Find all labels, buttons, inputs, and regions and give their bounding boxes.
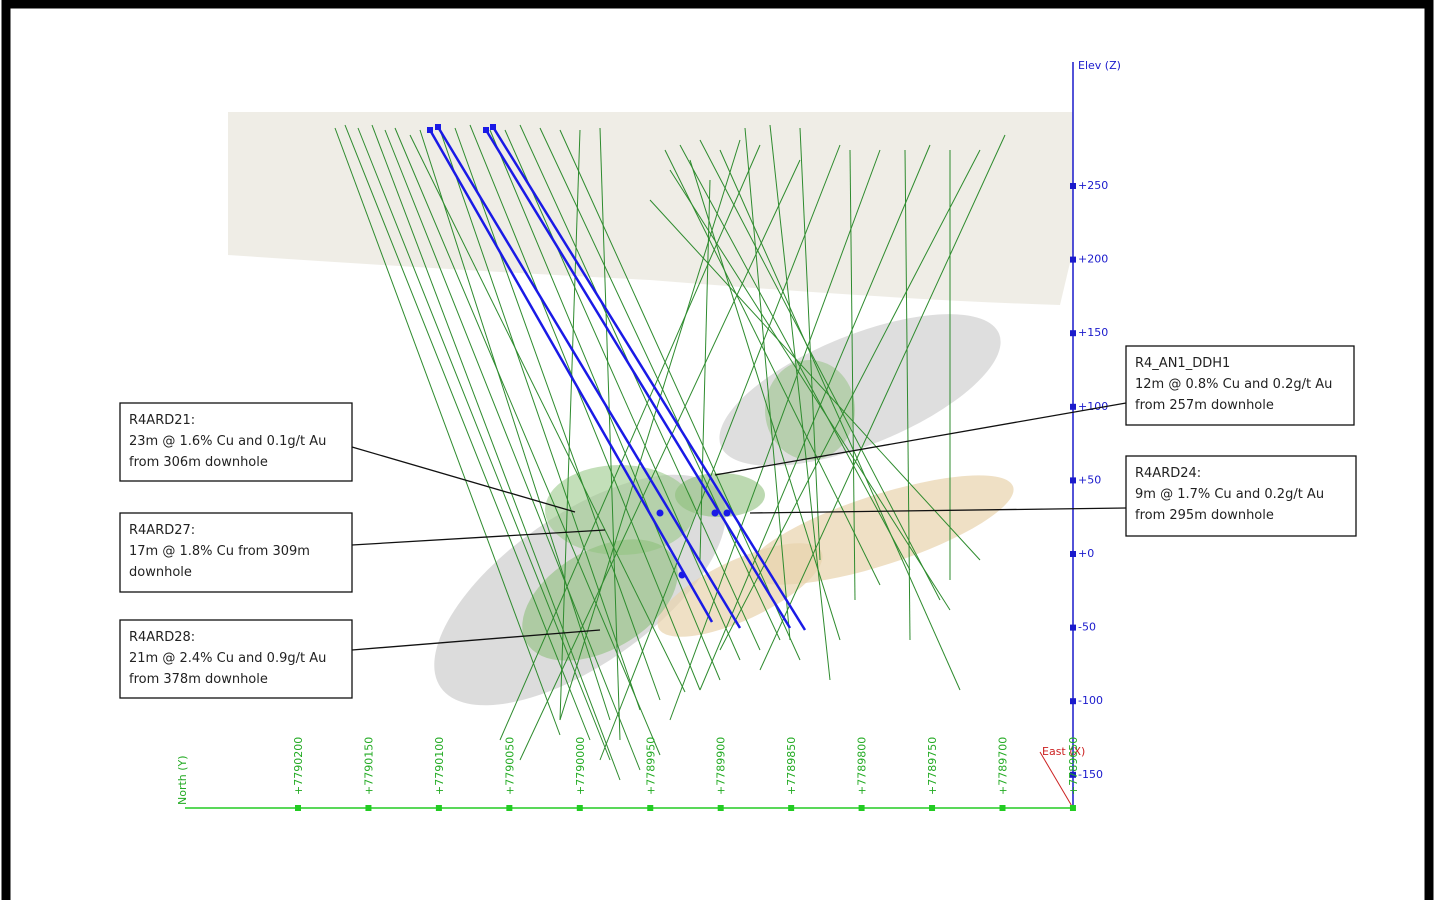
collar (435, 124, 441, 130)
y-tick (577, 805, 583, 811)
callout-line: from 378m downhole (129, 672, 268, 687)
callout-title: R4ARD21: (129, 413, 195, 428)
y-tick (788, 805, 794, 811)
drillhole-section: Elev (Z) North (Y) East (X) +250+200+150… (0, 0, 1435, 900)
callout-line: from 257m downhole (1135, 398, 1274, 413)
y-tick-label: +7789750 (926, 737, 939, 795)
y-tick (506, 805, 512, 811)
y-tick (1070, 805, 1076, 811)
z-tick (1070, 625, 1076, 631)
y-tick-label: +7790000 (574, 737, 587, 795)
z-axis-label: Elev (Z) (1078, 59, 1121, 72)
y-tick-label: +7789850 (785, 737, 798, 795)
z-tick-label: +150 (1078, 326, 1108, 339)
y-tick-label: +7789800 (856, 737, 869, 795)
y-tick-label: +7790100 (433, 737, 446, 795)
callout-title: R4_AN1_DDH1 (1135, 356, 1230, 371)
collar (427, 127, 433, 133)
y-tick (859, 805, 865, 811)
y-tick-label: +7789650 (1067, 737, 1080, 795)
collar (490, 124, 496, 130)
callout-title: R4ARD24: (1135, 466, 1201, 481)
y-tick (718, 805, 724, 811)
z-tick-label: -150 (1078, 768, 1103, 781)
y-tick (647, 805, 653, 811)
z-tick (1070, 183, 1076, 189)
z-tick-label: -50 (1078, 621, 1096, 634)
intercept (724, 510, 731, 517)
collar (483, 127, 489, 133)
z-tick-label: +50 (1078, 473, 1101, 486)
z-tick (1070, 404, 1076, 410)
y-tick (365, 805, 371, 811)
z-tick-label: -100 (1078, 694, 1103, 707)
callout-line: 21m @ 2.4% Cu and 0.9g/t Au (129, 651, 326, 666)
y-tick (436, 805, 442, 811)
y-tick-label: +7789900 (715, 737, 728, 795)
callout-line: 17m @ 1.8% Cu from 309m (129, 544, 310, 559)
y-tick-label: +7789950 (644, 737, 657, 795)
z-tick (1070, 257, 1076, 263)
z-tick (1070, 330, 1076, 336)
z-tick-label: +0 (1078, 547, 1094, 560)
z-tick (1070, 477, 1076, 483)
z-tick (1070, 551, 1076, 557)
y-tick-label: +7790050 (503, 737, 516, 795)
callout-line: downhole (129, 565, 192, 580)
y-tick-label: +7790150 (362, 737, 375, 795)
callout-line: 12m @ 0.8% Cu and 0.2g/t Au (1135, 377, 1332, 392)
intercept (712, 510, 719, 517)
z-tick-label: +200 (1078, 253, 1108, 266)
y-tick (929, 805, 935, 811)
callout-line: from 295m downhole (1135, 508, 1274, 523)
intercept (657, 510, 664, 517)
z-tick (1070, 698, 1076, 704)
callout-line: 23m @ 1.6% Cu and 0.1g/t Au (129, 434, 326, 449)
callout-title: R4ARD28: (129, 630, 195, 645)
y-tick (295, 805, 301, 811)
z-tick-label: +250 (1078, 179, 1108, 192)
y-tick-label: +7790200 (292, 737, 305, 795)
callout-line: 9m @ 1.7% Cu and 0.2g/t Au (1135, 487, 1324, 502)
callout-line: from 306m downhole (129, 455, 268, 470)
callout-title: R4ARD27: (129, 523, 195, 538)
y-tick (1000, 805, 1006, 811)
intercept (679, 572, 686, 579)
y-axis-label: North (Y) (176, 755, 189, 805)
y-tick-label: +7789700 (997, 737, 1010, 795)
